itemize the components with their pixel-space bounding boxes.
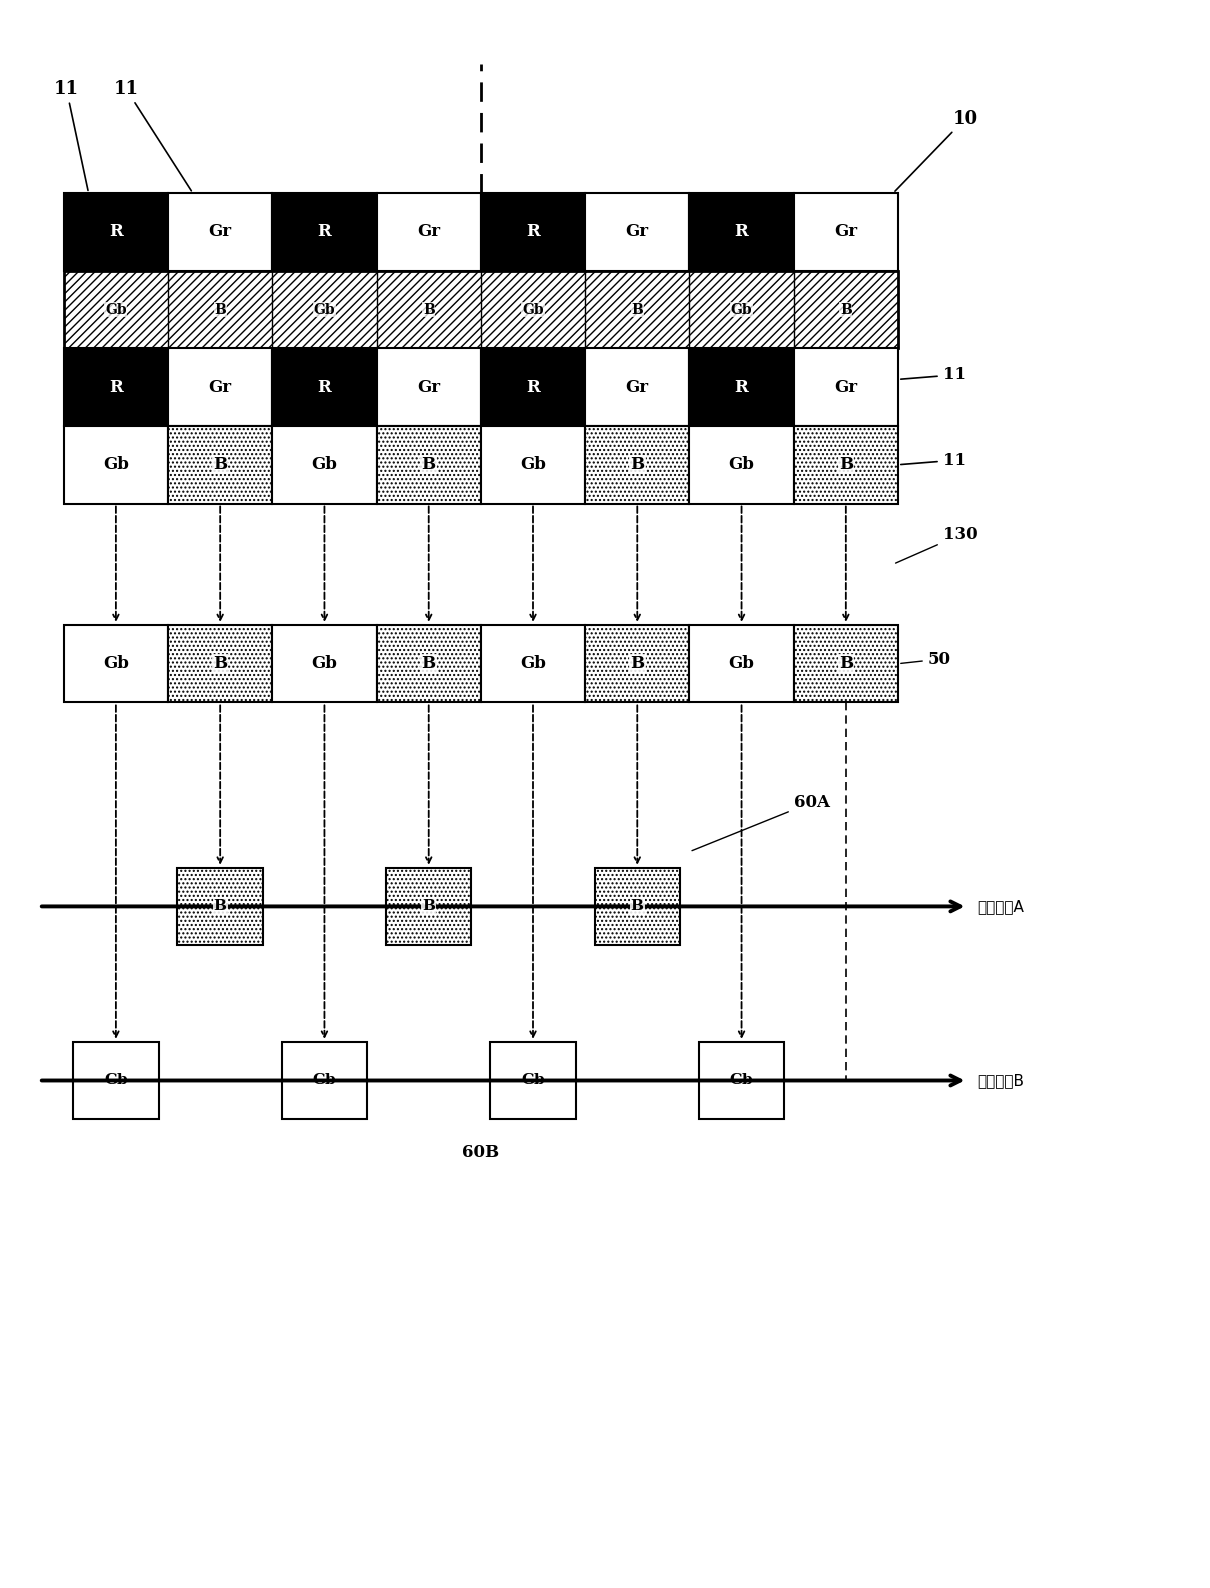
Text: Gb: Gb	[522, 1073, 544, 1088]
Text: 11: 11	[53, 79, 88, 191]
Bar	[64, 426, 168, 503]
Text: Gr: Gr	[417, 378, 440, 395]
Text: 50: 50	[900, 651, 951, 667]
Bar	[168, 626, 272, 702]
Text: Gb: Gb	[311, 456, 338, 473]
Text: B: B	[422, 303, 434, 316]
Text: Gb: Gb	[520, 456, 546, 473]
Bar	[376, 194, 480, 272]
Bar	[794, 426, 898, 503]
Bar	[480, 426, 586, 503]
Text: 11: 11	[900, 451, 966, 468]
Bar	[178, 867, 263, 945]
Text: R: R	[734, 224, 749, 240]
Text: B: B	[632, 303, 644, 316]
Bar	[272, 348, 376, 426]
Text: R: R	[317, 378, 332, 395]
Bar	[480, 626, 586, 702]
Bar	[594, 867, 680, 945]
Text: 10: 10	[895, 110, 978, 191]
Text: B: B	[421, 656, 436, 672]
Bar	[64, 194, 168, 272]
Text: B: B	[213, 456, 227, 473]
Text: Gb: Gb	[105, 303, 127, 316]
Text: Gr: Gr	[834, 378, 858, 395]
Text: Gb: Gb	[313, 303, 335, 316]
Text: Gb: Gb	[312, 1073, 336, 1088]
Text: Gr: Gr	[208, 224, 232, 240]
Bar	[386, 867, 472, 945]
Text: B: B	[840, 303, 852, 316]
Text: 130: 130	[895, 526, 978, 564]
Bar	[282, 1042, 367, 1120]
Text: R: R	[109, 224, 122, 240]
Text: Gr: Gr	[626, 224, 649, 240]
Bar	[272, 426, 376, 503]
Text: B: B	[213, 656, 227, 672]
Text: R: R	[317, 224, 332, 240]
Bar	[586, 426, 690, 503]
Bar	[168, 426, 272, 503]
Text: R: R	[526, 378, 540, 395]
Text: 60B: 60B	[462, 1143, 500, 1161]
Text: B: B	[422, 899, 436, 913]
Text: Gr: Gr	[834, 224, 858, 240]
Bar	[376, 348, 480, 426]
Text: Gb: Gb	[103, 656, 128, 672]
Text: 输出系统B: 输出系统B	[978, 1073, 1025, 1088]
Text: 11: 11	[114, 79, 191, 191]
Text: 输出系统A: 输出系统A	[978, 899, 1025, 915]
Text: B: B	[214, 899, 226, 913]
Bar	[64, 272, 898, 348]
Text: Gb: Gb	[104, 1073, 128, 1088]
Bar	[64, 626, 168, 702]
Bar	[690, 348, 794, 426]
Bar	[168, 194, 272, 272]
Text: Gb: Gb	[520, 656, 546, 672]
Bar	[699, 1042, 784, 1120]
Bar	[586, 194, 690, 272]
Text: Gb: Gb	[523, 303, 543, 316]
Text: Gb: Gb	[730, 1073, 754, 1088]
Text: R: R	[109, 378, 122, 395]
Text: B: B	[839, 656, 853, 672]
Text: B: B	[421, 456, 436, 473]
Text: Gb: Gb	[728, 656, 755, 672]
Bar	[690, 194, 794, 272]
Bar	[64, 348, 168, 426]
Bar	[480, 194, 586, 272]
Text: Gb: Gb	[311, 656, 338, 672]
Bar	[272, 626, 376, 702]
Text: 11: 11	[900, 367, 966, 383]
Bar	[73, 1042, 159, 1120]
Text: Gb: Gb	[728, 456, 755, 473]
Text: B: B	[630, 656, 645, 672]
Bar	[794, 348, 898, 426]
Bar	[690, 626, 794, 702]
Text: Gb: Gb	[103, 456, 128, 473]
Text: Gr: Gr	[208, 378, 232, 395]
Text: B: B	[214, 303, 226, 316]
Text: Gb: Gb	[731, 303, 753, 316]
Text: R: R	[526, 224, 540, 240]
Bar	[794, 626, 898, 702]
Bar	[480, 348, 586, 426]
Bar	[690, 426, 794, 503]
Bar	[794, 194, 898, 272]
Text: B: B	[839, 456, 853, 473]
Bar	[168, 348, 272, 426]
Bar	[490, 1042, 576, 1120]
Text: 60A: 60A	[692, 794, 830, 851]
Bar	[586, 626, 690, 702]
Text: B: B	[630, 456, 645, 473]
Bar	[376, 426, 480, 503]
Text: Gr: Gr	[417, 224, 440, 240]
Text: B: B	[630, 899, 644, 913]
Bar	[272, 194, 376, 272]
Text: Gr: Gr	[626, 378, 649, 395]
Bar	[376, 626, 480, 702]
Bar	[586, 348, 690, 426]
Text: R: R	[734, 378, 749, 395]
